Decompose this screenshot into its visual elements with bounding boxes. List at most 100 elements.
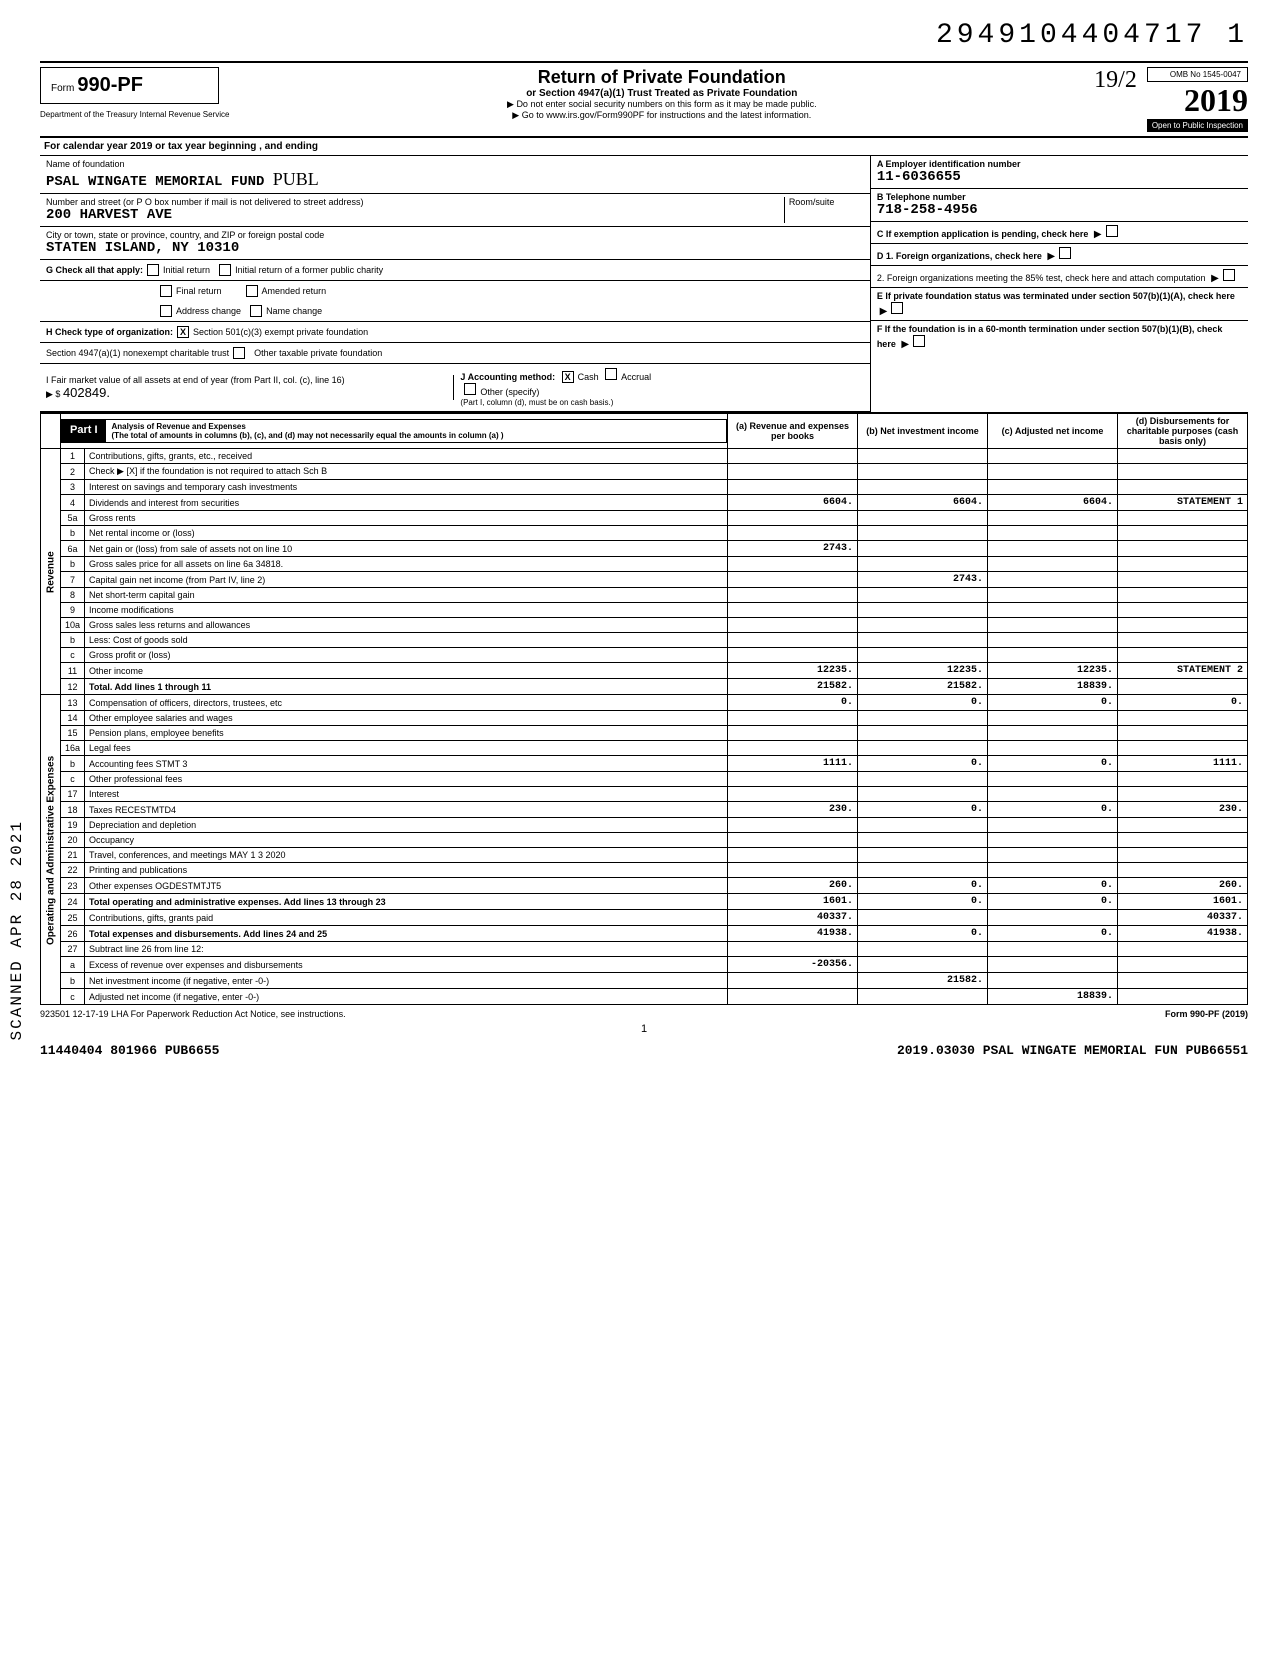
row-description: Total. Add lines 1 through 11: [85, 679, 728, 695]
cell-value: [1118, 863, 1248, 878]
cell-value: [858, 848, 988, 863]
cell-value: [858, 818, 988, 833]
row-number: b: [61, 633, 85, 648]
cell-value: 0.: [858, 926, 988, 942]
table-row: 19Depreciation and depletion: [41, 818, 1248, 833]
cell-value: [988, 633, 1118, 648]
form-title: Return of Private Foundation: [239, 67, 1084, 88]
table-row: Operating and Administrative Expenses13C…: [41, 695, 1248, 711]
row-description: Net gain or (loss) from sale of assets n…: [85, 541, 728, 557]
cell-value: [728, 772, 858, 787]
table-row: 4Dividends and interest from securities6…: [41, 495, 1248, 511]
i-label: I Fair market value of all assets at end…: [46, 375, 345, 385]
row-description: Net investment income (if negative, ente…: [85, 973, 728, 989]
row-number: 2: [61, 464, 85, 480]
room-label: Room/suite: [789, 197, 864, 207]
row-description: Total operating and administrative expen…: [85, 894, 728, 910]
cell-value: 230.: [728, 802, 858, 818]
row-description: Contributions, gifts, grants, etc., rece…: [85, 449, 728, 464]
cell-value: [858, 449, 988, 464]
table-row: 25Contributions, gifts, grants paid40337…: [41, 910, 1248, 926]
checkbox-e[interactable]: [891, 302, 903, 314]
cell-value: [728, 511, 858, 526]
cell-value: 0.: [728, 695, 858, 711]
row-number: 3: [61, 480, 85, 495]
checkbox-final[interactable]: [160, 285, 172, 297]
row-description: Printing and publications: [85, 863, 728, 878]
footer-bottom-left: 11440404 801966 PUB6655: [40, 1043, 219, 1058]
cell-value: [1118, 648, 1248, 663]
row-description: Gross sales less returns and allowances: [85, 618, 728, 633]
table-row: 11Other income12235.12235.12235.STATEMEN…: [41, 663, 1248, 679]
cell-value: [1118, 541, 1248, 557]
name-label: Name of foundation: [46, 159, 864, 169]
cell-value: [728, 863, 858, 878]
checkbox-501c3[interactable]: X: [177, 326, 189, 338]
checkbox-d2[interactable]: [1223, 269, 1235, 281]
checkbox-other[interactable]: [464, 383, 476, 395]
checkbox-initial[interactable]: [147, 264, 159, 276]
i-arrow: ▶ $: [46, 389, 60, 399]
opt-501c3: Section 501(c)(3) exempt private foundat…: [193, 327, 368, 337]
cell-value: [1118, 603, 1248, 618]
footer-right: Form 990-PF (2019): [1165, 1009, 1248, 1019]
row-number: 19: [61, 818, 85, 833]
inspection-note: Open to Public Inspection: [1147, 119, 1248, 132]
checkbox-initial-former[interactable]: [219, 264, 231, 276]
checkbox-f[interactable]: [913, 335, 925, 347]
row-number: b: [61, 557, 85, 572]
checkbox-name-change[interactable]: [250, 305, 262, 317]
row-number: 23: [61, 878, 85, 894]
checkbox-accrual[interactable]: [605, 368, 617, 380]
cell-value: [1118, 572, 1248, 588]
cell-value: STATEMENT 2: [1118, 663, 1248, 679]
table-row: aExcess of revenue over expenses and dis…: [41, 957, 1248, 973]
row-description: Other income: [85, 663, 728, 679]
cell-value: [728, 633, 858, 648]
table-row: 2Check ▶ [X] if the foundation is not re…: [41, 464, 1248, 480]
cell-value: 1111.: [1118, 756, 1248, 772]
omb-number: OMB No 1545-0047: [1147, 67, 1248, 82]
cell-value: [858, 787, 988, 802]
table-row: 12Total. Add lines 1 through 1121582.215…: [41, 679, 1248, 695]
row-description: Total expenses and disbursements. Add li…: [85, 926, 728, 942]
cell-value: [858, 511, 988, 526]
part1-note: (The total of amounts in columns (b), (c…: [112, 431, 504, 440]
cell-value: [988, 449, 1118, 464]
row-number: 25: [61, 910, 85, 926]
cell-value: 260.: [1118, 878, 1248, 894]
part1-label: Part I: [62, 420, 106, 442]
cell-value: [988, 957, 1118, 973]
checkbox-4947[interactable]: [233, 347, 245, 359]
cell-value: [988, 648, 1118, 663]
col-d-header: (d) Disbursements for charitable purpose…: [1118, 414, 1248, 449]
cell-value: [1118, 557, 1248, 572]
checkbox-c[interactable]: [1106, 225, 1118, 237]
cell-value: [858, 588, 988, 603]
row-number: 26: [61, 926, 85, 942]
city-label: City or town, state or province, country…: [46, 230, 864, 240]
row-description: Less: Cost of goods sold: [85, 633, 728, 648]
table-row: cGross profit or (loss): [41, 648, 1248, 663]
checkbox-cash[interactable]: X: [562, 371, 574, 383]
revenue-section-label: Revenue: [41, 449, 61, 695]
cell-value: [728, 480, 858, 495]
checkbox-addr-change[interactable]: [160, 305, 172, 317]
row-description: Capital gain net income (from Part IV, l…: [85, 572, 728, 588]
cell-value: [728, 833, 858, 848]
cell-value: [728, 603, 858, 618]
cell-value: 0.: [858, 894, 988, 910]
cell-value: [988, 526, 1118, 541]
table-row: 17Interest: [41, 787, 1248, 802]
col-a-header: (a) Revenue and expenses per books: [728, 414, 858, 449]
cell-value: [858, 726, 988, 741]
checkbox-d1[interactable]: [1059, 247, 1071, 259]
checkbox-amended[interactable]: [246, 285, 258, 297]
row-number: 22: [61, 863, 85, 878]
foundation-name: PSAL WINGATE MEMORIAL FUND: [46, 174, 264, 190]
cell-value: [1118, 989, 1248, 1005]
row-description: Legal fees: [85, 741, 728, 756]
cell-value: [858, 772, 988, 787]
row-number: c: [61, 648, 85, 663]
cell-value: [858, 833, 988, 848]
